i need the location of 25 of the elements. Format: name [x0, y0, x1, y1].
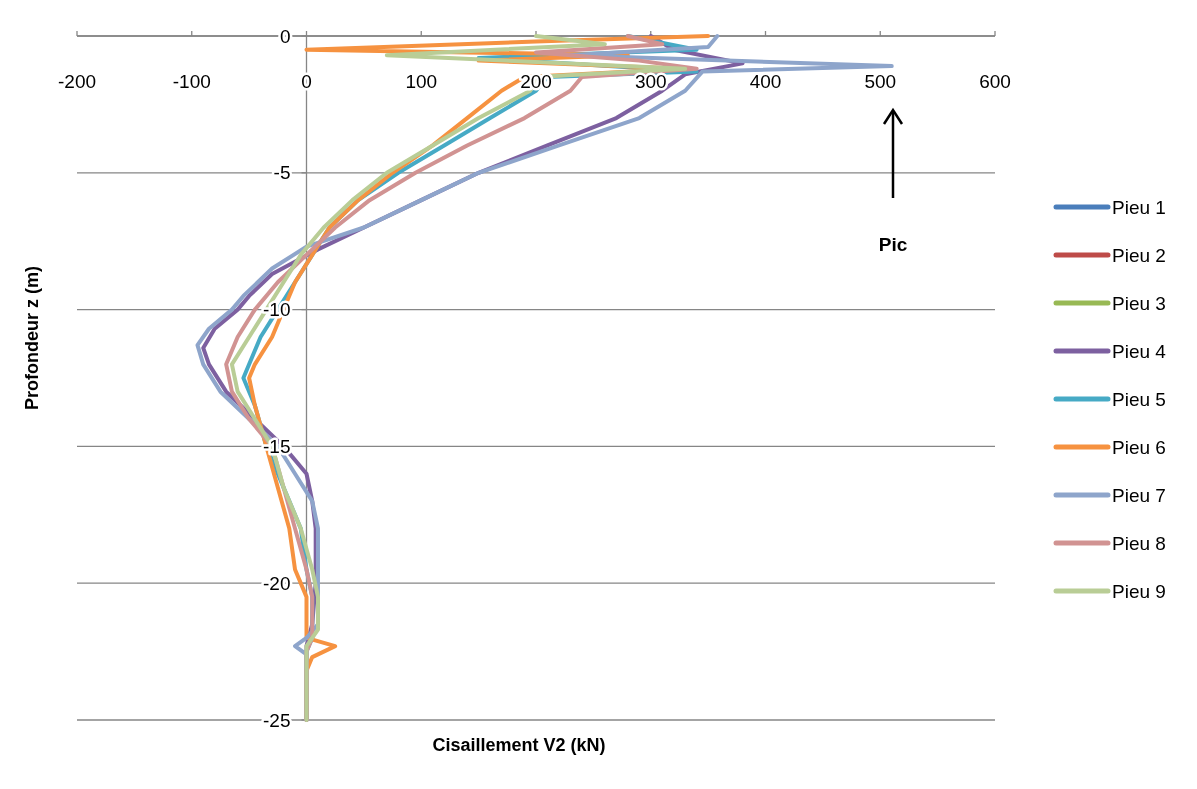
x-tick-label: 400	[749, 71, 782, 92]
y-tick-label: -25	[263, 709, 291, 731]
legend-label: Pieu 5	[1112, 388, 1166, 410]
legend-label: Pieu 2	[1112, 244, 1166, 266]
y-tick-label: -20	[263, 572, 291, 594]
x-tick-label: 100	[405, 71, 438, 92]
legend-label: Pieu 8	[1112, 532, 1166, 554]
x-tick-label: -200	[57, 71, 97, 92]
annotation: Pic	[878, 234, 908, 255]
legend-label: Pieu 4	[1112, 340, 1167, 362]
x-tick-label: 300	[634, 71, 667, 92]
legend-label: Pieu 1	[1112, 196, 1166, 218]
y-tick-label: 0	[279, 25, 291, 47]
y-axis-title: Profondeur z (m)	[22, 266, 42, 410]
legend-label: Pieu 3	[1112, 292, 1166, 314]
y-tick-label: -15	[263, 436, 291, 458]
legend-label: Pieu 9	[1112, 580, 1166, 602]
y-tick-label: -5	[273, 162, 291, 184]
x-tick-label: -100	[172, 71, 211, 92]
x-tick-label: 500	[864, 71, 897, 92]
x-axis-title: Cisaillement V2 (kN)	[432, 735, 606, 755]
x-tick-label: 600	[979, 71, 1011, 92]
legend-label: Pieu 7	[1112, 484, 1166, 506]
legend-label: Pieu 6	[1112, 436, 1166, 458]
x-tick-label: 0	[301, 71, 312, 92]
